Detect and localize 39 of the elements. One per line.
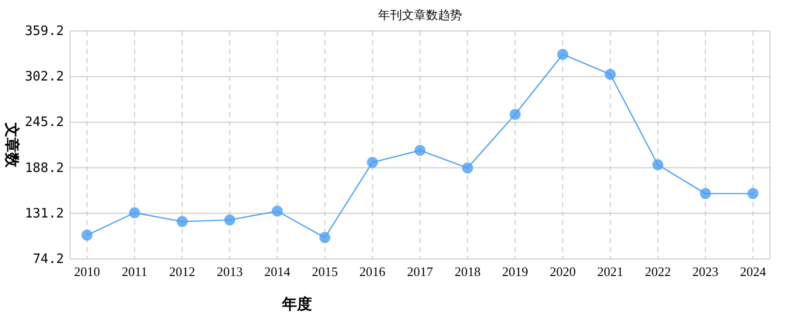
y-axis-title: 文章数	[3, 122, 21, 168]
x-tick-label: 2018	[454, 264, 481, 279]
y-tick-label: 302.2	[24, 70, 64, 85]
x-tick-label: 2016	[359, 264, 386, 279]
y-tick-label: 131.2	[24, 206, 64, 222]
x-tick-label: 2024	[740, 264, 766, 279]
chart-title: 年刊文章数趋势	[378, 8, 462, 22]
point	[462, 162, 474, 174]
point	[272, 206, 283, 217]
point	[604, 68, 616, 80]
point	[652, 159, 664, 170]
y-tick-label: 359.2	[24, 24, 64, 39]
x-tick-label: 2021	[597, 264, 624, 279]
point	[319, 232, 330, 244]
point	[414, 144, 426, 156]
y-tick-label: 74.2	[32, 252, 64, 267]
point	[224, 214, 236, 226]
x-tick-label: 2011	[122, 264, 148, 279]
x-tick-label: 2014	[264, 264, 291, 279]
point	[82, 230, 92, 241]
point	[700, 188, 711, 200]
x-tick-label: 2015	[312, 264, 338, 279]
x-tick-label: 2010	[74, 264, 100, 279]
point	[748, 188, 758, 200]
point	[176, 216, 188, 228]
y-tick-label: 245.2	[24, 115, 64, 130]
x-tick-label: 2019	[502, 264, 528, 279]
point	[510, 108, 521, 120]
x-axis-title: 年度	[281, 295, 312, 313]
x-tick-label: 2023	[692, 264, 718, 279]
x-tick-label: 2017	[407, 264, 434, 279]
x-tick-label: 2020	[550, 264, 576, 279]
x-tick-label: 2013	[216, 264, 243, 279]
point	[129, 207, 140, 218]
point	[366, 156, 378, 168]
x-tick-label: 2012	[169, 264, 196, 279]
point	[557, 48, 568, 60]
y-tick-label: 188.2	[24, 160, 64, 176]
x-tick-label: 2022	[644, 264, 671, 279]
